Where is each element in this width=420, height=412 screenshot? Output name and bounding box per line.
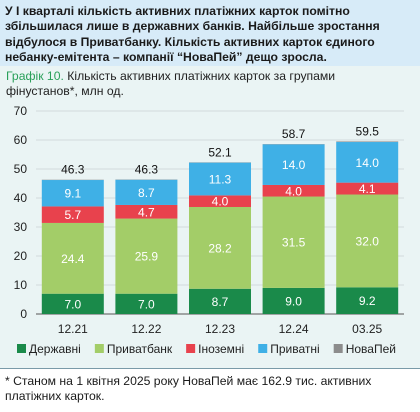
y-tick-label: 50 <box>14 162 28 176</box>
x-tick-label: 12.21 <box>58 322 88 336</box>
chart-title: Графік 10. Кількість активних платіжних … <box>6 69 406 100</box>
legend-label: Приватні <box>270 342 319 356</box>
data-label: 7.0 <box>64 297 81 311</box>
total-label: 46.3 <box>135 162 159 176</box>
footnote: * Станом на 1 квітня 2025 року НоваПей м… <box>0 368 420 412</box>
legend-swatch <box>258 344 268 353</box>
legend-swatch <box>17 344 26 353</box>
bar-segment <box>41 206 104 223</box>
bar-segment <box>262 196 325 288</box>
legend-swatch <box>94 344 104 353</box>
bar-segment <box>115 179 178 205</box>
data-label: 7.0 <box>138 297 155 311</box>
data-label: 4.0 <box>285 184 302 198</box>
y-tick-label: 10 <box>14 278 28 292</box>
data-label: 14.0 <box>356 156 380 170</box>
bar-segment <box>336 142 399 183</box>
bar-segment <box>189 162 251 196</box>
bar-segment <box>262 144 325 185</box>
bar-segment <box>41 293 104 314</box>
bar-segment <box>336 182 399 195</box>
bar-segment <box>189 195 251 207</box>
chart-panel: Графік 10. Кількість активних платіжних … <box>0 66 420 368</box>
y-tick-label: 30 <box>14 220 28 234</box>
legend-label: НоваПей <box>346 342 396 356</box>
bar-segment <box>115 293 178 314</box>
data-label: 5.7 <box>64 208 81 222</box>
bar-segment <box>41 222 104 294</box>
bar-segment <box>115 204 178 219</box>
bar-segment <box>262 184 325 197</box>
y-tick-label: 70 <box>14 104 28 118</box>
data-label: 31.5 <box>282 236 306 250</box>
legend-label: Державні <box>29 342 81 356</box>
x-tick-label: 12.22 <box>131 322 161 336</box>
legend-swatch <box>333 344 343 353</box>
y-tick-label: 0 <box>20 307 27 321</box>
y-tick-label: 40 <box>14 191 28 205</box>
bar-segment <box>336 287 399 314</box>
bar-segment <box>189 206 251 289</box>
bar-segment <box>262 287 325 314</box>
data-label: 4.1 <box>359 182 376 196</box>
legend-label: Приватбанк <box>107 342 173 356</box>
bar-segment <box>41 180 104 207</box>
total-label: 46.3 <box>61 163 85 177</box>
data-label: 9.1 <box>64 187 81 201</box>
data-label: 32.0 <box>356 234 380 248</box>
data-label: 24.4 <box>61 252 85 266</box>
x-tick-label: 12.24 <box>279 322 309 336</box>
y-tick-label: 20 <box>14 249 28 263</box>
chart-figure-number: Графік 10. <box>6 69 64 83</box>
data-label: 8.7 <box>212 295 229 309</box>
data-label: 4.0 <box>212 195 229 209</box>
total-label: 52.1 <box>208 145 232 159</box>
bar-segment <box>189 288 251 314</box>
data-label: 9.0 <box>285 294 302 308</box>
legend-label: Іноземні <box>198 342 244 356</box>
total-label: 58.7 <box>282 127 306 141</box>
y-tick-label: 60 <box>14 133 28 147</box>
headline: У І кварталі кількість активних платіжни… <box>0 0 420 66</box>
data-label: 8.7 <box>138 186 155 200</box>
total-label: 59.5 <box>356 124 380 138</box>
bar-segment <box>336 194 399 288</box>
data-label: 4.7 <box>138 205 155 219</box>
chart-title-text: Кількість активних платіжних карток за г… <box>6 69 336 99</box>
bar-segment <box>336 141 399 143</box>
x-tick-label: 12.23 <box>205 322 235 336</box>
data-label: 14.0 <box>282 158 306 172</box>
data-label: 11.3 <box>209 173 232 187</box>
stacked-bar-chart: 0 10 20 30 40 50 60 70 7.0 24.4 5.7 9.1 46.3 12.21 7.0… <box>14 104 404 356</box>
legend-swatch <box>186 344 196 353</box>
bar-segment <box>115 218 178 294</box>
data-label: 9.2 <box>359 294 376 308</box>
data-label: 25.9 <box>135 250 159 264</box>
x-tick-label: 03.25 <box>352 322 382 336</box>
data-label: 28.2 <box>208 241 232 255</box>
